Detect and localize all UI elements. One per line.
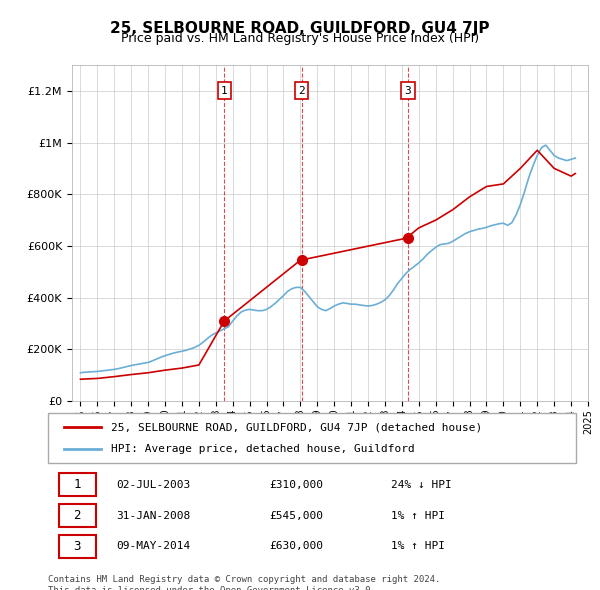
- Text: £630,000: £630,000: [270, 542, 324, 552]
- Text: 1% ↑ HPI: 1% ↑ HPI: [391, 542, 445, 552]
- FancyBboxPatch shape: [48, 413, 576, 463]
- Text: Contains HM Land Registry data © Crown copyright and database right 2024.
This d: Contains HM Land Registry data © Crown c…: [48, 575, 440, 590]
- FancyBboxPatch shape: [59, 473, 95, 496]
- Text: 09-MAY-2014: 09-MAY-2014: [116, 542, 191, 552]
- Text: 02-JUL-2003: 02-JUL-2003: [116, 480, 191, 490]
- FancyBboxPatch shape: [59, 504, 95, 527]
- Text: £545,000: £545,000: [270, 510, 324, 520]
- Text: 1: 1: [73, 478, 81, 491]
- Text: 25, SELBOURNE ROAD, GUILDFORD, GU4 7JP: 25, SELBOURNE ROAD, GUILDFORD, GU4 7JP: [110, 21, 490, 35]
- Text: 1: 1: [221, 86, 227, 96]
- Text: HPI: Average price, detached house, Guildford: HPI: Average price, detached house, Guil…: [112, 444, 415, 454]
- Text: 2: 2: [73, 509, 81, 522]
- Text: 25, SELBOURNE ROAD, GUILDFORD, GU4 7JP (detached house): 25, SELBOURNE ROAD, GUILDFORD, GU4 7JP (…: [112, 422, 482, 432]
- Text: 2: 2: [298, 86, 305, 96]
- FancyBboxPatch shape: [59, 535, 95, 558]
- Text: Price paid vs. HM Land Registry's House Price Index (HPI): Price paid vs. HM Land Registry's House …: [121, 32, 479, 45]
- Text: 31-JAN-2008: 31-JAN-2008: [116, 510, 191, 520]
- Text: 24% ↓ HPI: 24% ↓ HPI: [391, 480, 452, 490]
- Text: £310,000: £310,000: [270, 480, 324, 490]
- Text: 3: 3: [404, 86, 411, 96]
- Text: 1% ↑ HPI: 1% ↑ HPI: [391, 510, 445, 520]
- Text: 3: 3: [73, 540, 81, 553]
